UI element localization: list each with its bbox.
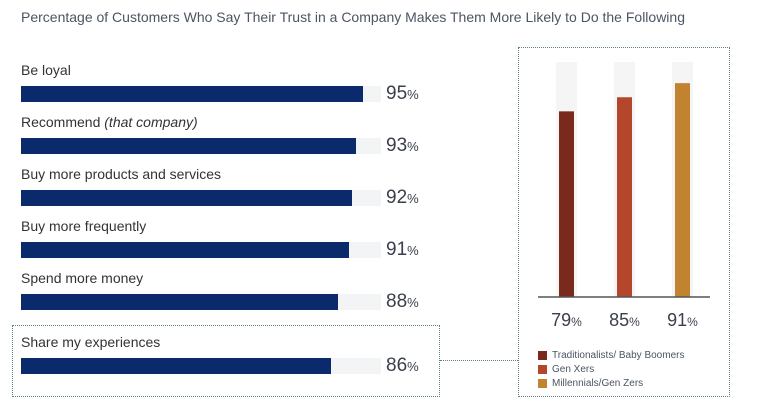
- bar-row: Share my experiences 86%: [21, 334, 441, 386]
- vertical-bar-chart: 79% 85% 91%: [538, 62, 710, 330]
- bar-label: Spend more money: [21, 270, 144, 286]
- bar: [21, 294, 338, 310]
- bar: [21, 358, 331, 374]
- connector-line: [440, 360, 518, 361]
- bar: [21, 242, 349, 258]
- bar: [21, 138, 356, 154]
- highlight-box: [12, 325, 440, 397]
- legend-label: Gen Xers: [552, 363, 595, 375]
- bar-label: Share my experiences: [21, 334, 161, 350]
- bar-row: Recommend (that company) 93%: [21, 114, 441, 166]
- bar-label: Buy more frequently: [21, 218, 147, 234]
- bar-label: Buy more products and services: [21, 166, 221, 182]
- bar-row: Buy more frequently 91%: [21, 218, 441, 270]
- bar-value-label: 92%: [386, 187, 419, 208]
- bar-track: [21, 294, 381, 310]
- breakdown-box: [518, 47, 730, 397]
- bar-value-label: 95%: [386, 83, 419, 104]
- bar-value-label: 85%: [609, 310, 640, 330]
- bar: [21, 86, 363, 102]
- bar: [617, 97, 632, 297]
- bar-label: Be loyal: [21, 62, 71, 78]
- bar-row: Be loyal 95%: [21, 62, 441, 114]
- bar-label: Recommend (that company): [21, 114, 198, 130]
- legend-label: Millennials/Gen Zers: [552, 377, 644, 389]
- legend-label: Traditionalists/ Baby Boomers: [552, 349, 685, 361]
- legend-swatch: [538, 378, 547, 388]
- bar-value-label: 91%: [667, 310, 698, 330]
- legend-item: Traditionalists/ Baby Boomers: [538, 348, 684, 362]
- bar-value-label: 93%: [386, 135, 419, 156]
- bar-value-label: 88%: [386, 291, 419, 312]
- bar-row: Buy more products and services 92%: [21, 166, 441, 218]
- bar-track: [21, 190, 381, 206]
- bar-track: [21, 358, 381, 374]
- bar: [21, 190, 353, 206]
- legend: Traditionalists/ Baby Boomers Gen Xers Mil…: [538, 348, 684, 390]
- bar-value-label: 86%: [386, 355, 419, 376]
- bar-track: [21, 138, 381, 154]
- bar-value-label: 79%: [551, 310, 582, 330]
- bar-track: [21, 242, 381, 258]
- chart-title: Percentage of Customers Who Say Their Tr…: [21, 9, 685, 25]
- bar-row: Spend more money 88%: [21, 270, 441, 322]
- legend-swatch: [538, 350, 547, 360]
- legend-item: Gen Xers: [538, 362, 684, 376]
- bar: [559, 111, 574, 297]
- bar: [675, 83, 690, 298]
- bar-value-label: 91%: [386, 239, 419, 260]
- legend-item: Millennials/Gen Zers: [538, 376, 684, 390]
- legend-swatch: [538, 364, 547, 374]
- bar-track: [21, 86, 381, 102]
